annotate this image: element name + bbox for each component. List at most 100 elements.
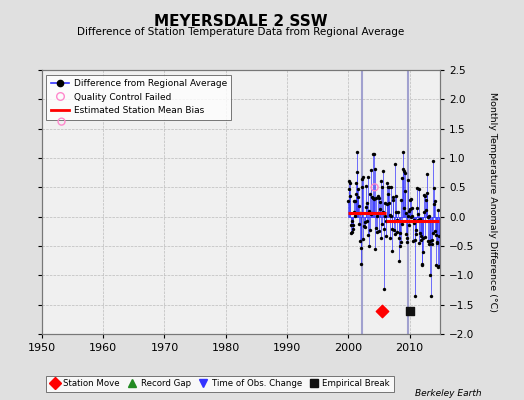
Point [378,221,386,227]
Point [362,183,370,189]
Point [429,158,437,164]
Point [57,118,66,125]
Point [426,238,434,245]
Point [417,233,425,239]
Point [418,262,427,268]
Point [411,237,419,244]
Point [427,272,435,278]
Point [396,230,404,236]
Point [368,194,376,200]
Point [391,160,399,167]
Point [388,226,396,233]
Point [399,168,408,174]
Point [361,218,369,225]
Point [408,212,416,219]
Legend: Station Move, Record Gap, Time of Obs. Change, Empirical Break: Station Move, Record Gap, Time of Obs. C… [46,376,394,392]
Point [364,208,373,214]
Point [400,169,409,176]
Point [396,197,405,203]
Point [416,230,424,236]
Point [345,186,354,192]
Point [394,208,402,215]
Point [402,231,410,237]
Point [399,149,407,155]
Point [377,178,385,185]
Point [422,197,431,203]
Point [407,214,415,220]
Point [409,238,418,244]
Text: Berkeley Earth: Berkeley Earth [416,389,482,398]
Point [400,205,408,211]
Point [394,217,402,223]
Point [429,201,438,208]
Point [351,198,359,204]
Y-axis label: Monthly Temperature Anomaly Difference (°C): Monthly Temperature Anomaly Difference (… [488,92,497,312]
Point [360,223,368,230]
Point [382,233,390,240]
Point [352,180,360,186]
Point [419,248,428,255]
Point [415,240,423,246]
Point [432,262,440,268]
Point [346,230,355,236]
Point [422,207,430,213]
Point [390,218,398,225]
Point [402,239,411,246]
Point [372,195,380,201]
Point [392,192,401,199]
Point [370,196,378,202]
Point [427,293,435,299]
Text: MEYERSDALE 2 SSW: MEYERSDALE 2 SSW [154,14,328,29]
Point [414,216,422,223]
Point [404,213,412,220]
Point [354,186,362,192]
Point [371,246,379,252]
Point [385,184,393,190]
Point [424,238,432,244]
Point [350,209,358,215]
Point [344,197,353,204]
Point [363,232,372,238]
Point [432,240,441,247]
Point [377,235,386,241]
Point [353,168,362,175]
Point [375,195,383,201]
Point [398,166,407,173]
Legend: Difference from Regional Average, Quality Control Failed, Estimated Station Mean: Difference from Regional Average, Qualit… [47,74,231,120]
Point [430,184,438,191]
Point [395,243,403,250]
Point [393,228,401,235]
Point [384,184,392,190]
Point [358,176,367,182]
Point [375,228,384,234]
Point [414,186,423,192]
Point [379,168,387,174]
Point [419,235,427,242]
Point [366,227,374,233]
Point [356,210,365,216]
Point [424,214,433,220]
Point [347,229,356,235]
Point [359,236,368,242]
Point [363,218,371,224]
Point [409,218,417,224]
Point [364,173,372,180]
Point [425,241,433,248]
Point [425,213,434,220]
Point [386,234,394,241]
Point [420,192,428,198]
Point [417,237,425,244]
Point [362,204,370,210]
Point [406,206,414,212]
Point [378,184,387,190]
Point [410,217,418,223]
Point [431,232,440,238]
Point [392,209,400,215]
Point [369,151,377,158]
Point [349,222,357,228]
Point [374,210,382,216]
Point [385,200,394,206]
Point [346,180,354,186]
Point [356,238,364,244]
Point [390,226,399,233]
